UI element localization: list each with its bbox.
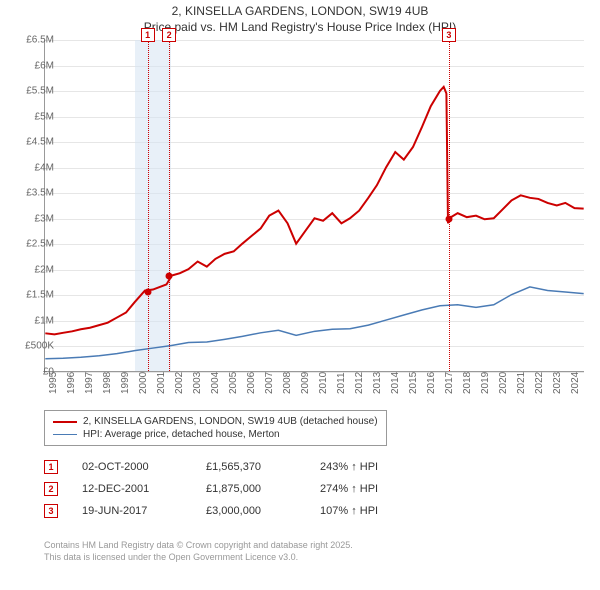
x-axis-label: 2018	[462, 372, 473, 394]
x-axis-label: 2022	[534, 372, 545, 394]
events-table: 1 02-OCT-2000 £1,565,370 243% ↑ HPI 2 12-DEC-…	[44, 456, 410, 522]
event-row: 1 02-OCT-2000 £1,565,370 243% ↑ HPI	[44, 456, 410, 478]
x-axis-label: 2017	[444, 372, 455, 394]
x-axis-label: 2002	[174, 372, 185, 394]
x-axis-label: 2007	[264, 372, 275, 394]
x-axis-label: 2012	[354, 372, 365, 394]
legend-box: 2, KINSELLA GARDENS, LONDON, SW19 4UB (d…	[44, 410, 387, 446]
x-axis-label: 2008	[282, 372, 293, 394]
x-axis-label: 2011	[336, 372, 347, 394]
x-axis-label: 2019	[480, 372, 491, 394]
event-marker: 2	[44, 482, 58, 496]
legend-item: 2, KINSELLA GARDENS, LONDON, SW19 4UB (d…	[53, 415, 378, 428]
y-axis-label: £2M	[14, 264, 54, 275]
x-axis-label: 2016	[426, 372, 437, 394]
event-row: 2 12-DEC-2001 £1,875,000 274% ↑ HPI	[44, 478, 410, 500]
x-axis-label: 1997	[84, 372, 95, 394]
x-axis-label: 1998	[102, 372, 113, 394]
title-line2: Price paid vs. HM Land Registry's House …	[0, 20, 600, 36]
event-price: £1,875,000	[206, 483, 296, 495]
event-date: 02-OCT-2000	[82, 461, 182, 473]
y-axis-label: £6.5M	[14, 35, 54, 46]
event-hpi: 243% ↑ HPI	[320, 461, 410, 473]
x-axis-label: 1999	[120, 372, 131, 394]
x-axis-label: 2013	[372, 372, 383, 394]
x-axis-label: 2015	[408, 372, 419, 394]
y-axis-label: £4M	[14, 162, 54, 173]
series-property	[45, 87, 583, 334]
chart-container: 2, KINSELLA GARDENS, LONDON, SW19 4UB Pr…	[0, 0, 600, 590]
x-axis-label: 2020	[498, 372, 509, 394]
event-marker: 3	[44, 504, 58, 518]
x-axis-label: 2006	[246, 372, 257, 394]
marker-dot-2	[166, 273, 173, 280]
chart-plot-area: 123	[44, 40, 584, 372]
y-axis-label: £500K	[14, 341, 54, 352]
marker-dot-3	[445, 215, 452, 222]
event-row: 3 19-JUN-2017 £3,000,000 107% ↑ HPI	[44, 500, 410, 522]
x-axis-label: 2021	[516, 372, 527, 394]
x-axis-label: 2010	[318, 372, 329, 394]
x-axis-label: 2009	[300, 372, 311, 394]
chart-lines	[45, 40, 584, 371]
event-hpi: 107% ↑ HPI	[320, 505, 410, 517]
x-axis-label: 2000	[138, 372, 149, 394]
x-axis-label: 2001	[156, 372, 167, 394]
footer-line2: This data is licensed under the Open Gov…	[44, 552, 353, 564]
x-axis-label: 2023	[552, 372, 563, 394]
title-line1: 2, KINSELLA GARDENS, LONDON, SW19 4UB	[0, 0, 600, 20]
marker-line-3	[449, 40, 450, 371]
y-axis-label: £2.5M	[14, 239, 54, 250]
x-axis-label: 1996	[66, 372, 77, 394]
legend-label: 2, KINSELLA GARDENS, LONDON, SW19 4UB (d…	[83, 416, 378, 427]
event-hpi: 274% ↑ HPI	[320, 483, 410, 495]
marker-box-2: 2	[162, 28, 176, 42]
y-axis-label: £3M	[14, 213, 54, 224]
legend-swatch	[53, 434, 77, 435]
marker-box-3: 3	[442, 28, 456, 42]
footer-line1: Contains HM Land Registry data © Crown c…	[44, 540, 353, 552]
event-price: £1,565,370	[206, 461, 296, 473]
x-axis-label: 1995	[48, 372, 59, 394]
legend-label: HPI: Average price, detached house, Mert…	[83, 429, 280, 440]
footer-text: Contains HM Land Registry data © Crown c…	[44, 540, 353, 563]
x-axis-label: 2024	[570, 372, 581, 394]
event-price: £3,000,000	[206, 505, 296, 517]
marker-line-1	[148, 40, 149, 371]
event-date: 19-JUN-2017	[82, 505, 182, 517]
x-axis-label: 2004	[210, 372, 221, 394]
marker-box-1: 1	[141, 28, 155, 42]
marker-line-2	[169, 40, 170, 371]
y-axis-label: £1.5M	[14, 290, 54, 301]
y-axis-label: £3.5M	[14, 188, 54, 199]
x-axis-label: 2005	[228, 372, 239, 394]
series-hpi	[45, 287, 583, 359]
y-axis-label: £6M	[14, 60, 54, 71]
event-marker: 1	[44, 460, 58, 474]
y-axis-label: £4.5M	[14, 137, 54, 148]
legend-swatch	[53, 421, 77, 423]
y-axis-label: £5.5M	[14, 86, 54, 97]
legend-item: HPI: Average price, detached house, Mert…	[53, 428, 378, 441]
x-axis-label: 2014	[390, 372, 401, 394]
x-axis-label: 2003	[192, 372, 203, 394]
marker-dot-1	[144, 289, 151, 296]
y-axis-label: £5M	[14, 111, 54, 122]
event-date: 12-DEC-2001	[82, 483, 182, 495]
y-axis-label: £1M	[14, 315, 54, 326]
